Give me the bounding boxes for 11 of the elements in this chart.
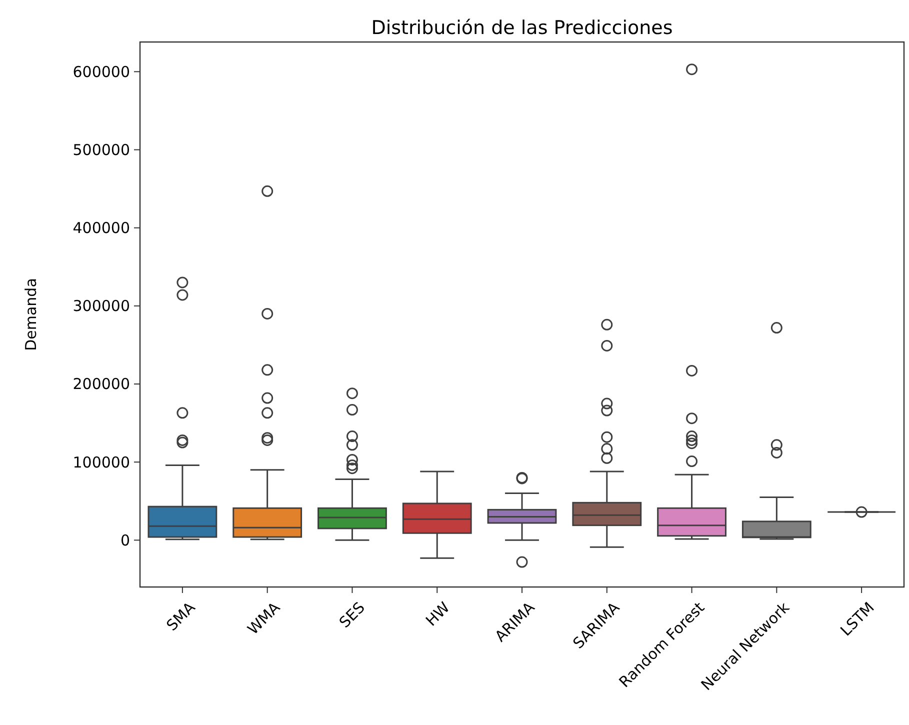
y-tick-label: 200000 (72, 375, 130, 394)
x-tick-label: SES (336, 598, 368, 632)
y-tick-label: 400000 (72, 219, 130, 238)
y-tick-label: 0 (120, 531, 130, 550)
y-axis-title: Demanda (22, 278, 40, 351)
y-tick-label: 500000 (72, 141, 130, 159)
chart-title: Distribución de las Predicciones (371, 17, 673, 39)
y-tick-label: 600000 (72, 62, 130, 81)
y-tick-label: 300000 (72, 297, 130, 316)
x-tick-label: HW (422, 598, 454, 630)
y-tick-label: 100000 (72, 453, 130, 472)
